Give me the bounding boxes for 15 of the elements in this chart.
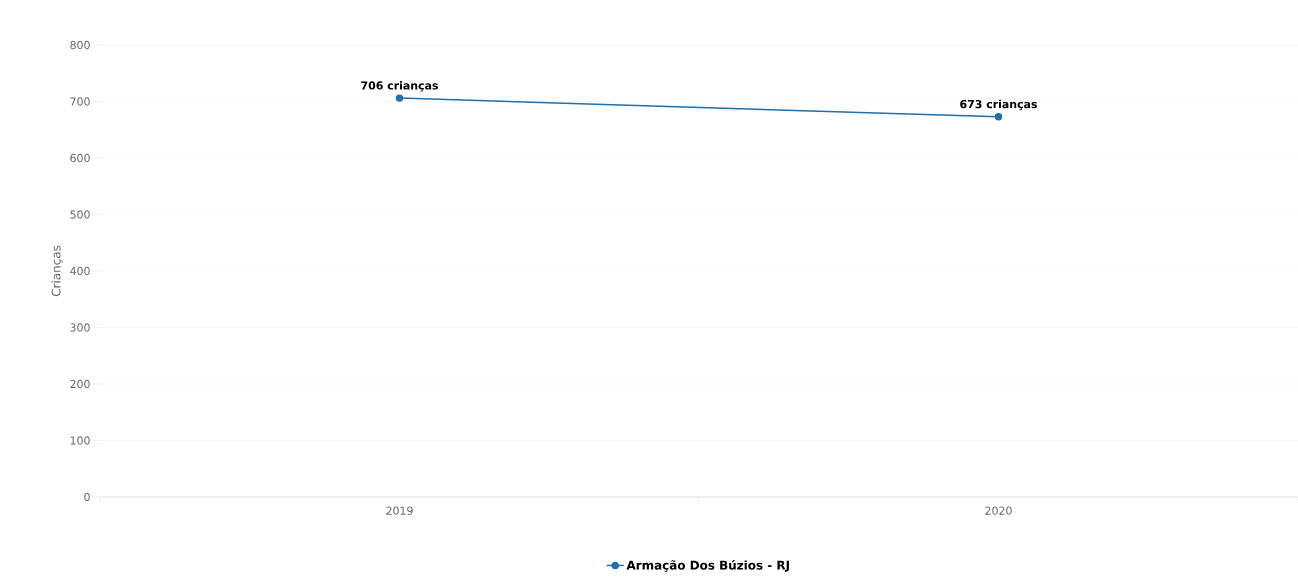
y-tick-label: 500 <box>70 210 90 219</box>
legend-label: Armação Dos Búzios - RJ <box>626 559 789 572</box>
data-label: 706 crianças <box>361 81 438 92</box>
y-tick-label: 800 <box>70 40 90 50</box>
x-tick-label: 2019 <box>386 506 413 515</box>
y-tick-label: 100 <box>70 436 90 445</box>
x-tick-label: 2020 <box>985 506 1012 515</box>
y-axis-title: Crianças <box>51 245 63 297</box>
data-label: 673 crianças <box>960 99 1037 111</box>
y-tick-label: 600 <box>70 153 90 163</box>
y-tick-label: 700 <box>70 97 90 106</box>
y-tick-label: 300 <box>70 323 90 332</box>
y-tick-label: 400 <box>70 266 90 276</box>
y-tick-label: 0 <box>84 492 90 502</box>
y-tick-label: 200 <box>70 379 90 389</box>
